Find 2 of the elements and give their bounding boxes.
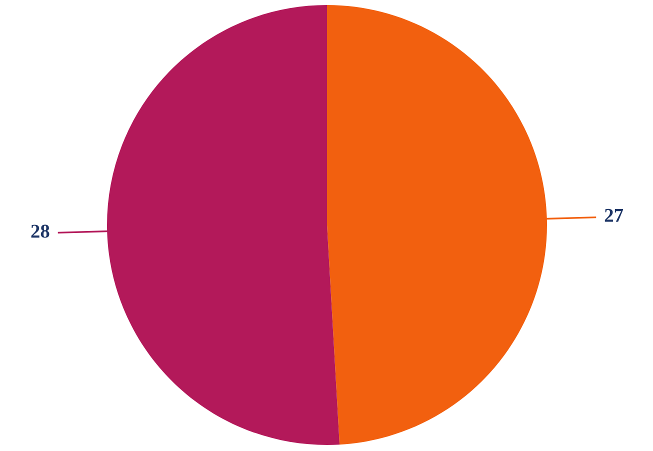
data-label: 27 [604,208,624,222]
data-label: 28 [31,224,50,238]
